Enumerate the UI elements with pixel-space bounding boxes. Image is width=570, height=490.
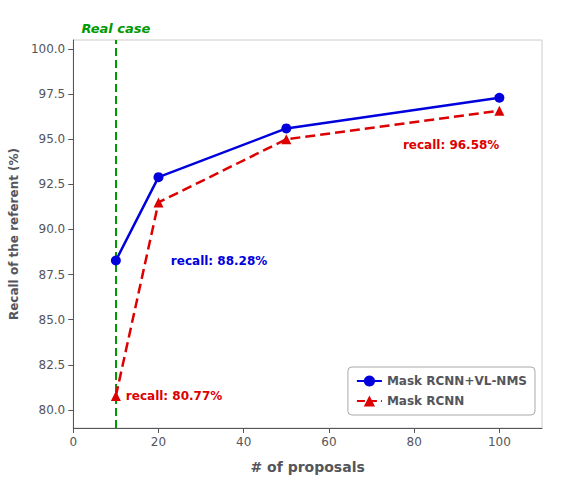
svg-text:Mask RCNN: Mask RCNN xyxy=(387,394,464,408)
svg-text:82.5: 82.5 xyxy=(39,358,66,372)
svg-text:recall: 80.77%: recall: 80.77% xyxy=(126,389,222,403)
svg-text:97.5: 97.5 xyxy=(39,87,66,101)
svg-text:90.0: 90.0 xyxy=(39,222,66,236)
svg-text:100.0: 100.0 xyxy=(31,42,65,56)
svg-text:60: 60 xyxy=(321,435,336,449)
svg-text:95.0: 95.0 xyxy=(39,132,66,146)
svg-text:recall: 96.58%: recall: 96.58% xyxy=(403,138,499,152)
svg-text:Recall of the referent (%): Recall of the referent (%) xyxy=(7,148,21,320)
svg-text:20: 20 xyxy=(151,435,166,449)
svg-text:40: 40 xyxy=(236,435,251,449)
svg-text:0: 0 xyxy=(69,435,77,449)
svg-text:100: 100 xyxy=(488,435,511,449)
svg-text:85.0: 85.0 xyxy=(39,313,66,327)
svg-text:Mask RCNN+VL-NMS: Mask RCNN+VL-NMS xyxy=(387,374,527,388)
svg-text:92.5: 92.5 xyxy=(39,177,66,191)
svg-text:80.0: 80.0 xyxy=(39,403,66,417)
svg-text:80: 80 xyxy=(407,435,422,449)
svg-text:recall: 88.28%: recall: 88.28% xyxy=(171,254,267,268)
svg-text:Real case: Real case xyxy=(81,21,150,36)
svg-text:87.5: 87.5 xyxy=(39,268,66,282)
svg-text:# of proposals: # of proposals xyxy=(250,459,364,475)
